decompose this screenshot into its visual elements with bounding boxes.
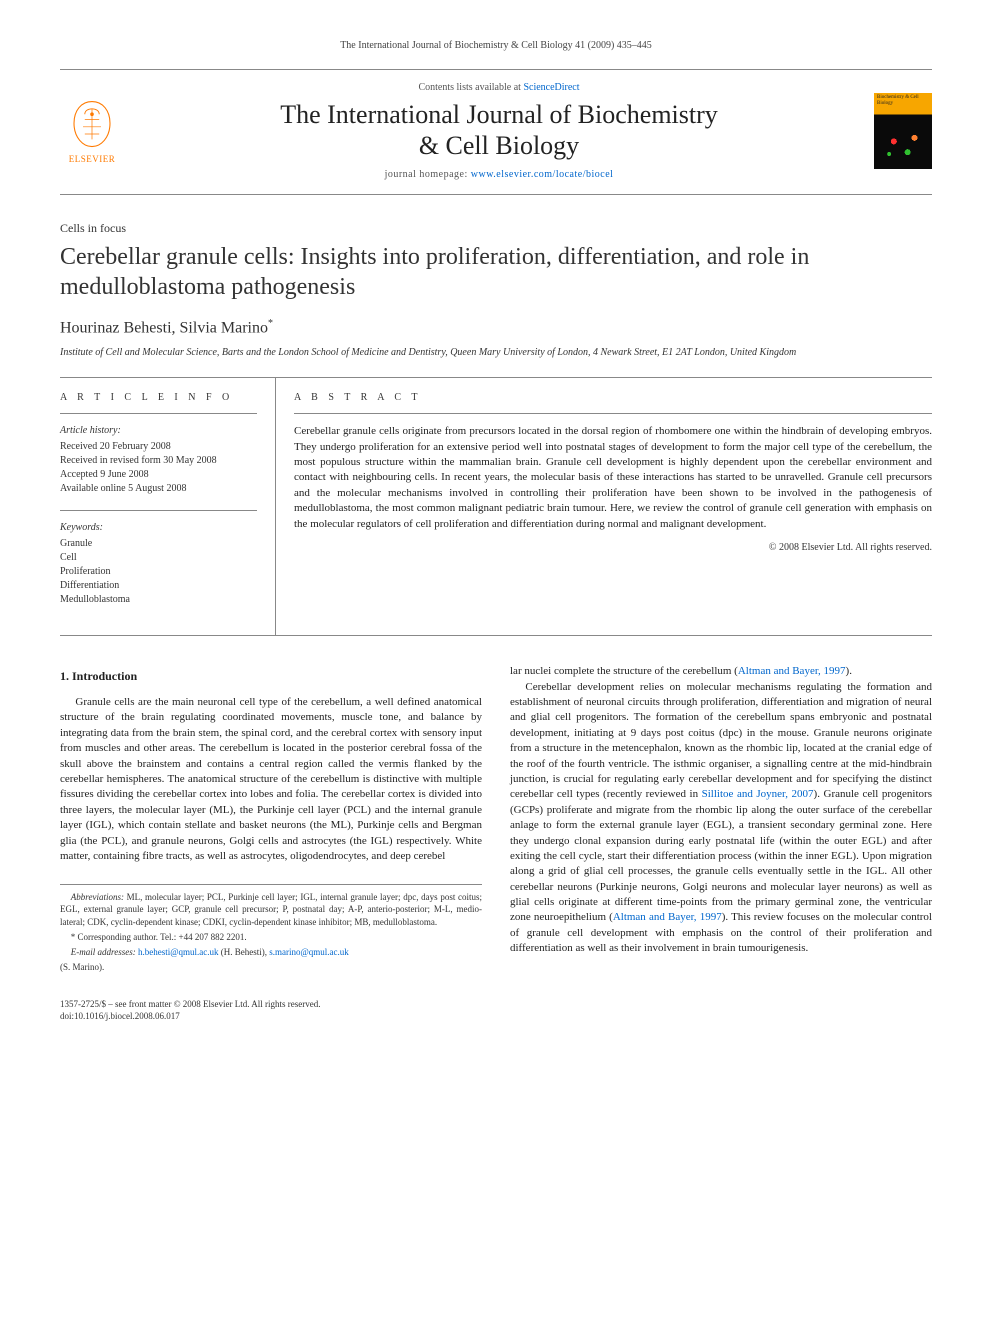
journal-name-line1: The International Journal of Biochemistr… xyxy=(280,100,718,129)
corresponding-marker: * xyxy=(268,318,273,329)
body-columns: 1. Introduction Granule cells are the ma… xyxy=(60,664,932,976)
homepage-prefix: journal homepage: xyxy=(385,169,471,180)
abbr-label: Abbreviations: xyxy=(71,892,124,902)
article-history: Article history: Received 20 February 20… xyxy=(60,424,257,496)
intro-heading: 1. Introduction xyxy=(60,668,482,685)
p2a: Cerebellar development relies on molecul… xyxy=(510,681,932,801)
citation-link[interactable]: Altman and Bayer, 1997 xyxy=(738,665,846,677)
bottom-matter: 1357-2725/$ – see front matter © 2008 El… xyxy=(60,998,932,1022)
section-label: Cells in focus xyxy=(60,221,932,236)
abstract-text: Cerebellar granule cells originate from … xyxy=(294,424,932,532)
revised-date: Received in revised form 30 May 2008 xyxy=(60,454,257,468)
authors: Hourinaz Behesti, Silvia Marino* xyxy=(60,318,932,337)
email-addresses: E-mail addresses: h.behesti@qmul.ac.uk (… xyxy=(60,946,482,958)
keyword: Cell xyxy=(60,551,257,565)
journal-cover-thumb: Biochemistry & Cell Biology xyxy=(874,93,932,169)
email-label: E-mail addresses: xyxy=(71,947,136,957)
journal-header: ELSEVIER Contents lists available at Sci… xyxy=(60,69,932,195)
p2b: ). Granule cell progenitors (GCPs) proli… xyxy=(510,788,932,923)
abstract-heading: A B S T R A C T xyxy=(294,392,932,403)
keyword: Medulloblastoma xyxy=(60,593,257,607)
doi-line: doi:10.1016/j.biocel.2008.06.017 xyxy=(60,1010,932,1022)
author-names: Hourinaz Behesti, Silvia Marino xyxy=(60,320,268,337)
body-para-cont: lar nuclei complete the structure of the… xyxy=(510,664,932,679)
abbr-text: ML, molecular layer; PCL, Purkinje cell … xyxy=(60,892,482,926)
article-info-column: A R T I C L E I N F O Article history: R… xyxy=(60,378,275,635)
footnotes: Abbreviations: ML, molecular layer; PCL,… xyxy=(60,884,482,973)
p1c-b: ). xyxy=(846,665,852,677)
header-center: Contents lists available at ScienceDirec… xyxy=(138,82,860,180)
info-divider xyxy=(60,413,257,414)
body-para: Granule cells are the main neuronal cell… xyxy=(60,695,482,864)
history-head: Article history: xyxy=(60,424,257,438)
email-who: (H. Behesti), xyxy=(219,947,270,957)
contents-prefix: Contents lists available at xyxy=(418,82,523,93)
email-who-2: (S. Marino). xyxy=(60,961,482,973)
corresponding-author: * Corresponding author. Tel.: +44 207 88… xyxy=(60,931,482,943)
keyword: Proliferation xyxy=(60,565,257,579)
online-date: Available online 5 August 2008 xyxy=(60,482,257,496)
cover-thumb-title: Biochemistry & Cell Biology xyxy=(877,95,929,106)
running-head: The International Journal of Biochemistr… xyxy=(60,40,932,51)
info-heading: A R T I C L E I N F O xyxy=(60,392,257,403)
homepage-link[interactable]: www.elsevier.com/locate/biocel xyxy=(471,169,614,180)
info-abstract-row: A R T I C L E I N F O Article history: R… xyxy=(60,377,932,636)
keyword: Differentiation xyxy=(60,579,257,593)
front-matter-line: 1357-2725/$ – see front matter © 2008 El… xyxy=(60,998,932,1010)
sciencedirect-link[interactable]: ScienceDirect xyxy=(523,82,579,93)
affiliation: Institute of Cell and Molecular Science,… xyxy=(60,346,932,360)
email-link[interactable]: h.behesti@qmul.ac.uk xyxy=(138,947,219,957)
journal-name-line2: & Cell Biology xyxy=(419,131,579,160)
keywords-block: Keywords: Granule Cell Proliferation Dif… xyxy=(60,521,257,607)
article-title: Cerebellar granule cells: Insights into … xyxy=(60,242,932,302)
journal-name: The International Journal of Biochemistr… xyxy=(138,99,860,161)
keyword: Granule xyxy=(60,537,257,551)
received-date: Received 20 February 2008 xyxy=(60,440,257,454)
body-para: Cerebellar development relies on molecul… xyxy=(510,680,932,957)
accepted-date: Accepted 9 June 2008 xyxy=(60,468,257,482)
abbreviations: Abbreviations: ML, molecular layer; PCL,… xyxy=(60,891,482,927)
keywords-head: Keywords: xyxy=(60,521,257,535)
info-divider xyxy=(60,510,257,511)
citation-link[interactable]: Sillitoe and Joyner, 2007 xyxy=(702,788,814,800)
citation-link[interactable]: Altman and Bayer, 1997 xyxy=(613,911,722,923)
abstract-divider xyxy=(294,413,932,414)
elsevier-text: ELSEVIER xyxy=(69,154,116,164)
contents-line: Contents lists available at ScienceDirec… xyxy=(138,82,860,93)
p1c-a: lar nuclei complete the structure of the… xyxy=(510,665,738,677)
abstract-column: A B S T R A C T Cerebellar granule cells… xyxy=(275,378,932,635)
keywords-list: Granule Cell Proliferation Differentiati… xyxy=(60,537,257,607)
homepage-line: journal homepage: www.elsevier.com/locat… xyxy=(138,169,860,180)
abstract-copyright: © 2008 Elsevier Ltd. All rights reserved… xyxy=(294,542,932,553)
elsevier-logo: ELSEVIER xyxy=(60,95,124,167)
email-link[interactable]: s.marino@qmul.ac.uk xyxy=(269,947,349,957)
